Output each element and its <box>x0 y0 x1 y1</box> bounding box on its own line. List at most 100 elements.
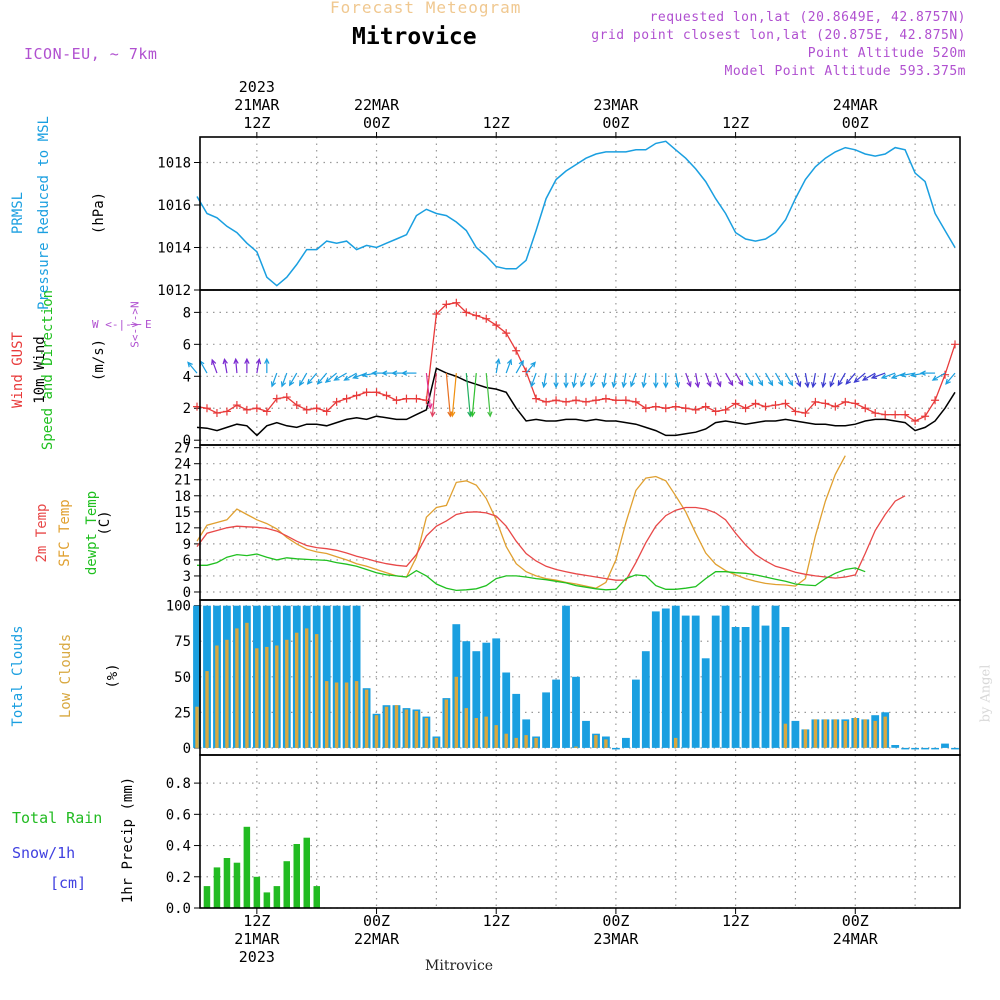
rain-bar-2 <box>223 858 231 908</box>
low-cloud-bar-15 <box>344 682 349 748</box>
wind-arrow-8 <box>271 372 278 387</box>
bottom-time-label-0-1: 21MAR <box>234 930 280 948</box>
wind-arrow-head-17 <box>352 373 359 379</box>
gust-marker-25 <box>442 300 451 309</box>
panel-frame-1 <box>199 289 961 446</box>
wind-arrow-23 <box>425 373 432 409</box>
wind-arrow-head-72 <box>899 372 907 378</box>
gust-marker-60 <box>791 407 800 416</box>
wind-arrow-head-76 <box>945 378 951 385</box>
wind-arrow-34 <box>530 372 537 387</box>
wind-arrow-11 <box>299 372 308 386</box>
rain-label: Total Rain <box>12 809 103 827</box>
gust-marker-17 <box>362 388 371 397</box>
low-cloud-bar-17 <box>364 689 369 748</box>
gust-marker-42 <box>611 396 620 405</box>
wind-arrow-head-0 <box>187 361 193 368</box>
low-cloud-bar-33 <box>524 735 528 748</box>
low-cloud-bar-25 <box>444 699 448 748</box>
wind-arrow-head-51 <box>706 381 712 388</box>
wind-arrow-head-56 <box>758 380 764 387</box>
wind-arrow-64 <box>829 372 836 387</box>
wind-arrow-head-23 <box>427 403 433 410</box>
wind-arrow-head-41 <box>601 381 607 389</box>
low-cloud-bar-16 <box>354 681 359 748</box>
gust-marker-44 <box>631 397 640 406</box>
gust-marker-7 <box>262 407 271 416</box>
wind-arrow-head-43 <box>621 381 627 389</box>
wind-arrow-50 <box>695 372 699 387</box>
wind-arrow-30 <box>495 359 500 374</box>
wind-arrow-head-30 <box>495 357 501 365</box>
total-cloud-bar-48 <box>671 605 680 748</box>
rain-bar-1 <box>213 867 221 908</box>
wind-arrow-head-16 <box>343 375 350 381</box>
bottom-time-label-5-1: 24MAR <box>833 930 879 948</box>
wind-arrow-head-60 <box>796 381 802 388</box>
low-cloud-bar-23 <box>424 718 429 748</box>
gust-marker-39 <box>581 397 590 406</box>
total-cloud-bar-42 <box>612 747 620 750</box>
gust-marker-15 <box>342 394 351 403</box>
wind-arrow-61 <box>804 372 809 387</box>
gust-marker-35 <box>542 397 551 406</box>
ytick-label-temperature-4: 12 <box>174 521 191 537</box>
low-cloud-bar-34 <box>534 737 538 748</box>
total-cloud-bar-57 <box>761 625 770 748</box>
wind-arrow-4 <box>235 359 238 374</box>
low-cloud-bar-29 <box>484 716 488 748</box>
gust-marker-24 <box>432 309 441 318</box>
top-time-label-3-1: 00Z <box>602 114 629 132</box>
low-cloud-bar-26 <box>454 676 458 748</box>
ytick-label-pressure-1: 1014 <box>157 241 191 257</box>
gust-marker-66 <box>851 399 860 408</box>
total-cloud-bar-15 <box>342 605 351 748</box>
wind-arrow-head-69 <box>870 373 878 379</box>
low-cloud-bar-69 <box>883 716 887 748</box>
sfc-temp-line <box>196 455 846 589</box>
ytick-label-temperature-1: 3 <box>183 569 191 585</box>
low-cloud-bar-28 <box>474 718 478 748</box>
wind-arrow-56 <box>755 372 764 386</box>
bottom-time-label-3-0: 00Z <box>602 912 629 930</box>
wind-arrow-head-31 <box>506 358 513 365</box>
low-cloud-bar-14 <box>334 682 339 748</box>
total-cloud-bar-32 <box>512 693 521 748</box>
gust-marker-58 <box>771 401 780 410</box>
ytick-label-temperature-7: 21 <box>174 473 191 489</box>
wind-arrow-head-32 <box>518 359 524 367</box>
gust-marker-62 <box>811 397 820 406</box>
wind-arrow-head-22 <box>401 370 408 376</box>
wind-arrow-head-54 <box>738 380 744 387</box>
gust-marker-52 <box>711 407 720 416</box>
wind-arrow-head-64 <box>829 381 835 388</box>
low-cloud-bar-5 <box>245 622 249 748</box>
ytick-label-precip-4: 0.8 <box>166 776 191 792</box>
wind-arrow-head-50 <box>694 381 701 389</box>
wind-arrow-head-58 <box>778 380 784 387</box>
gust-marker-16 <box>352 391 361 400</box>
low-cloud-bar-18 <box>374 715 379 748</box>
wind-arrow-41 <box>602 372 607 387</box>
wind-arrow-head-36 <box>553 382 559 389</box>
low-cloud-bar-8 <box>275 645 279 748</box>
ytick-label-clouds-4: 100 <box>166 599 191 615</box>
total-cloud-bar-52 <box>711 615 720 748</box>
low-cloud-bar-40 <box>594 735 598 748</box>
pressure-line <box>196 140 956 287</box>
ytick-label-precip-0: 0.0 <box>166 901 191 917</box>
gust-marker-59 <box>781 399 790 408</box>
bottom-time-label-0-2: 2023 <box>239 948 275 966</box>
wind-arrow-head-53 <box>728 380 734 387</box>
wind-arrow-0 <box>187 361 198 374</box>
wind-arrow-75 <box>932 372 946 381</box>
ytick-label-wind-1: 2 <box>183 401 191 417</box>
top-time-label-5-0: 24MAR <box>833 96 879 114</box>
low-cloud-bar-13 <box>325 681 329 748</box>
gust-marker-51 <box>701 402 710 411</box>
wind-arrow-2 <box>211 359 218 374</box>
total-cloud-bar-76 <box>951 747 959 750</box>
ytick-label-pressure-3: 1018 <box>157 156 191 172</box>
wind-arrow-head-66 <box>845 378 852 385</box>
wind-arrow-head-9 <box>280 381 287 388</box>
